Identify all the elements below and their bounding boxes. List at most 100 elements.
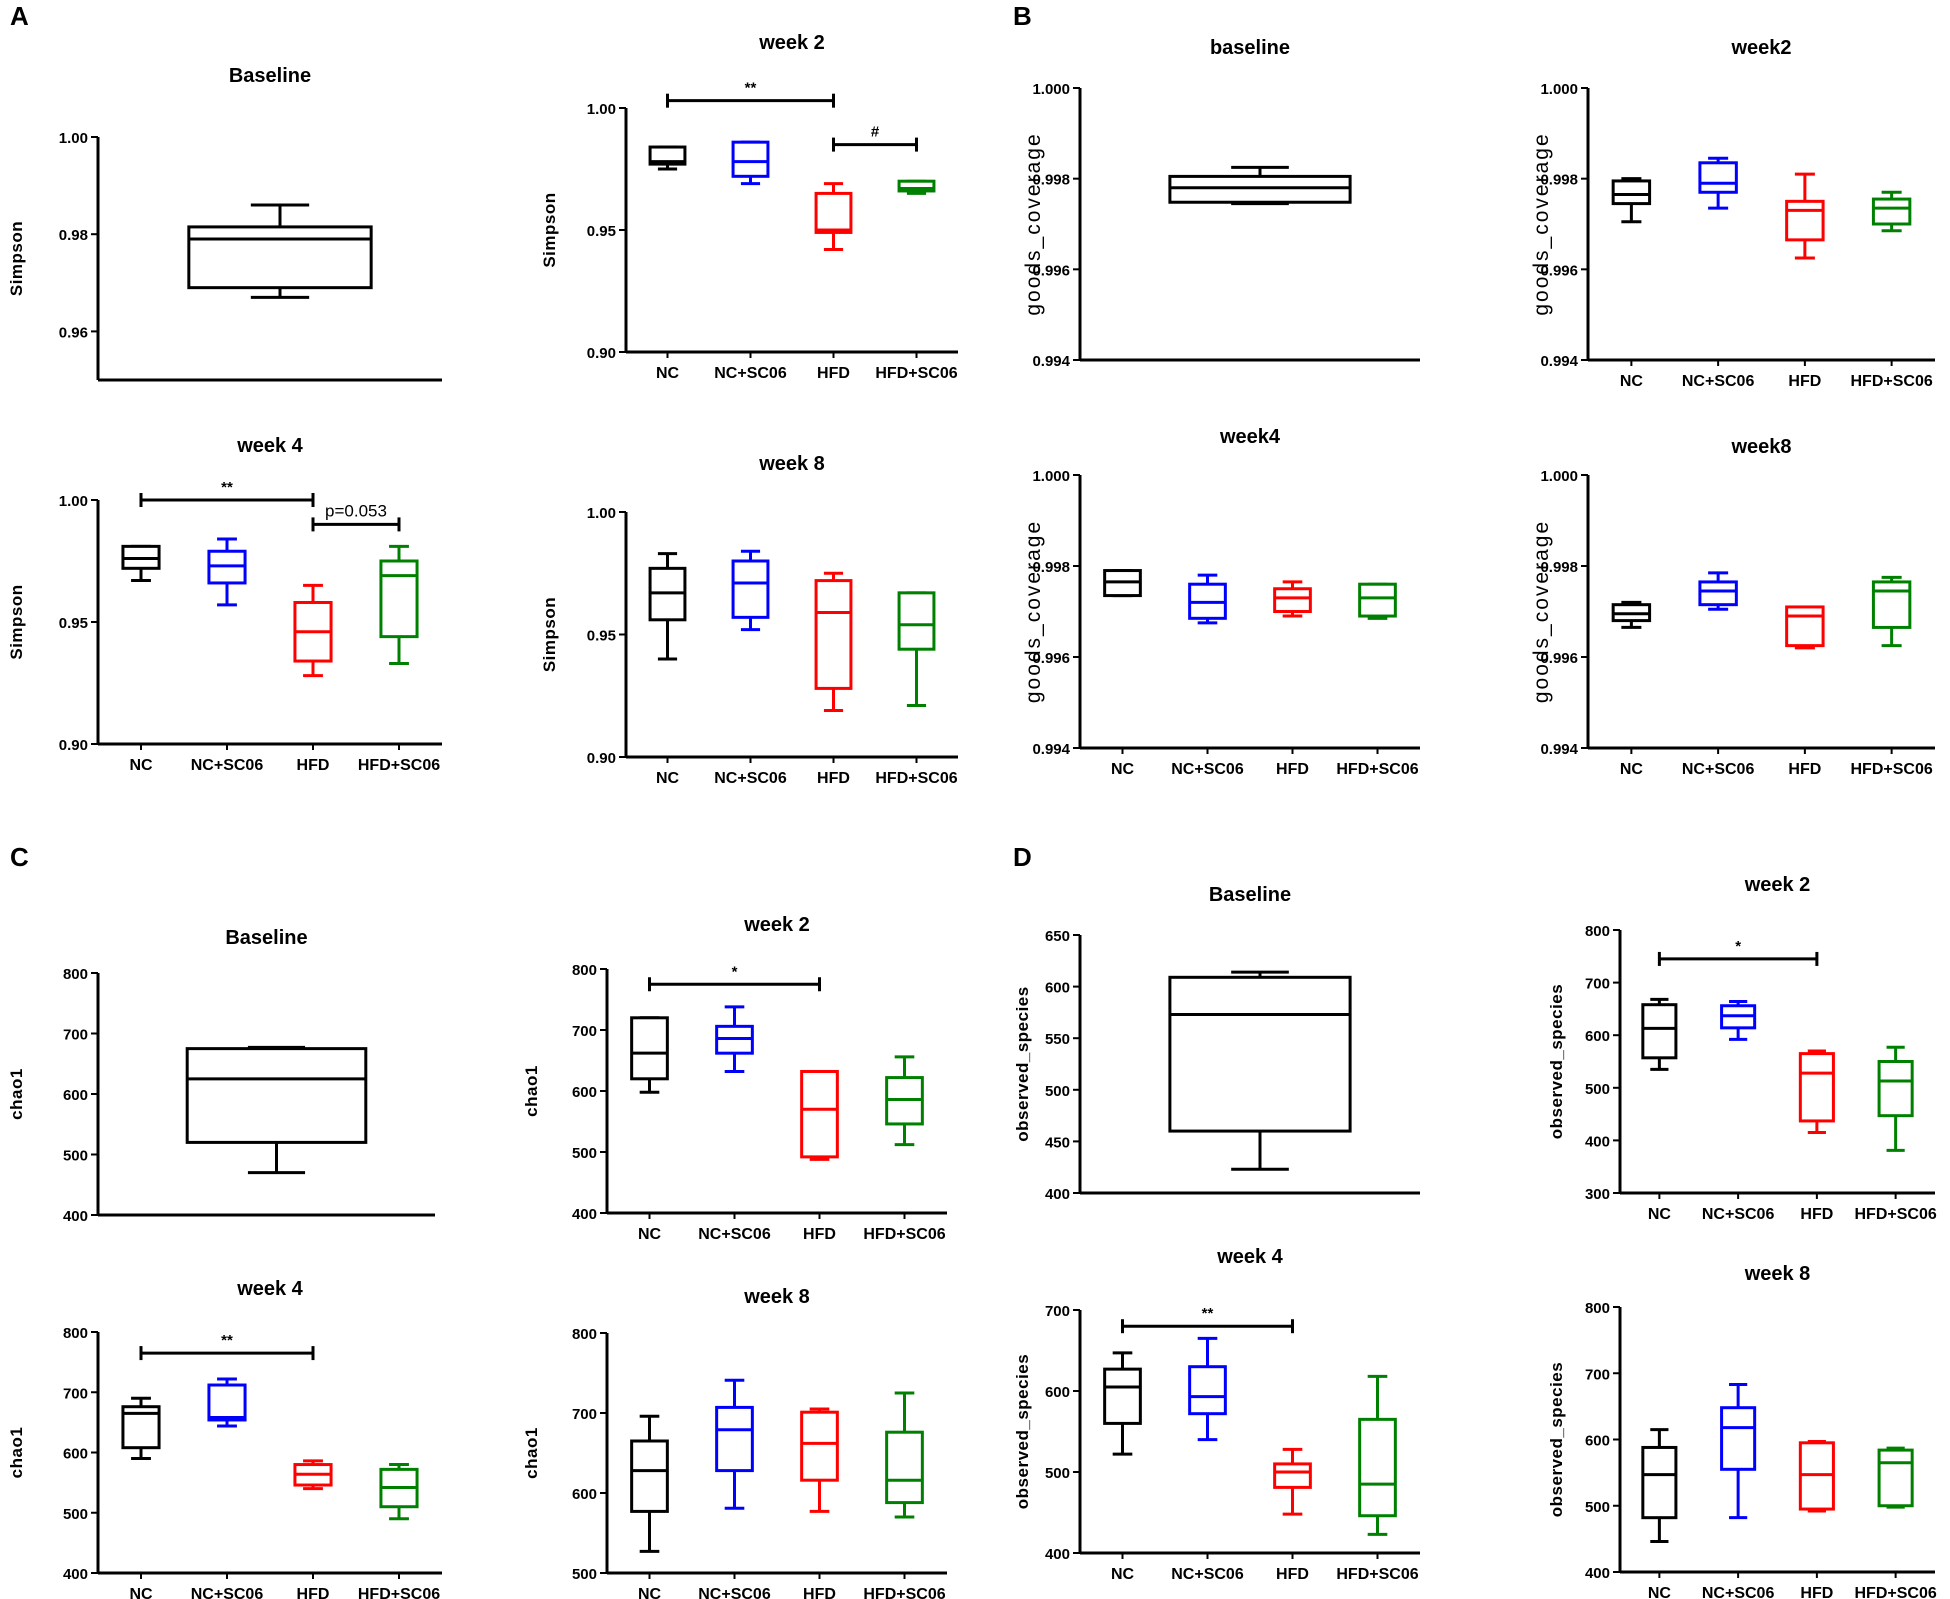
chart-a-week-2-xtick-hfd-sc06: HFD+SC06 [875,365,957,382]
chart-b-week4-box-nc [1103,569,1142,598]
chart-a-week-4-box-nc-sc06 [207,537,247,607]
chart-a-week-8-ytick-label: 0.90 [587,750,616,767]
chart-a-week-2-significance-1: # [832,124,918,152]
chart-a-week-2: week 2 Simpson 0.90 0.95 1.00 NC NC+SC06 HFD HFD… [540,32,958,382]
chart-b-week8-box-nc-sc06-iqr [1698,580,1738,607]
chart-a-week-4-ytick-label: 1.00 [59,493,88,510]
chart-d-week-8-box-hfd [1798,1439,1835,1513]
chart-b-week8-ytick-label: 0.998 [1540,559,1578,576]
chart-d-week-2-sig-label: * [1735,938,1741,955]
chart-d-week-2-ylabel: observed_species [1547,984,1566,1139]
chart-a-week-2-box-hfd-sc06 [897,179,936,195]
chart-c-baseline-ytick-label: 800 [63,966,88,983]
chart-a-week-8-xtick-hfd-sc06: HFD+SC06 [875,770,957,787]
chart-d-baseline-ytick-label: 450 [1045,1134,1070,1151]
chart-a-week-8-box-nc-sc06 [731,549,770,632]
chart-a-week-8-xtick-hfd: HFD [817,770,850,787]
chart-b-week2-ytick-label: 0.996 [1540,262,1578,279]
chart-c-week-4-title: week 4 [236,1278,303,1300]
chart-c-week-4-ytick-label: 600 [63,1446,88,1463]
chart-d-baseline-ytick-label: 400 [1045,1186,1070,1203]
chart-c-week-2-box-nc [630,1016,669,1094]
chart-b-week4-xtick-nc-sc06: NC+SC06 [1171,761,1244,778]
chart-b-baseline-ytick-label: 0.996 [1032,262,1070,279]
chart-c-week-2-xtick-nc: NC [638,1226,662,1243]
chart-c-week-2-box-hfd-sc06 [885,1055,924,1147]
chart-d-week-4-box-nc-sc06 [1188,1336,1227,1442]
chart-a-week-8-box-nc-sc06-iqr [731,559,770,619]
chart-a-week-2-significance-0: ** [666,80,835,108]
panel-label-a: A [10,1,29,31]
chart-b-week4-box-hfd [1273,580,1312,618]
chart-d-baseline-ytick-label: 500 [1045,1083,1070,1100]
chart-c-week-4-ytick-label: 500 [63,1506,88,1523]
chart-d-week-8-box-nc [1641,1428,1678,1544]
chart-a-week-2-ytick-label: 1.00 [587,101,616,118]
chart-b-week4-xtick-nc: NC [1111,761,1135,778]
chart-a-week-4-box-hfd [293,583,333,678]
chart-d-week-8-box-hfd-sc06-iqr [1877,1448,1914,1508]
chart-a-week-2-sig-label: ** [745,80,757,97]
chart-b-week8-xtick-hfd: HFD [1788,761,1821,778]
chart-a-week-4-sig-label: p=0.053 [325,501,387,520]
chart-b-week2-box-nc-sc06-iqr [1698,161,1738,194]
chart-a-week-4-xtick-nc: NC [129,757,153,774]
chart-b-week4-ylabel: goods_coverage [1022,520,1045,703]
chart-c-week-2-box-nc-iqr [630,1016,669,1081]
chart-b-baseline-ytick-label: 0.994 [1032,353,1070,370]
chart-b-baseline-box-all-iqr [1168,174,1352,204]
chart-d-week-4-box-hfd-iqr [1273,1462,1312,1489]
chart-d-baseline-ylabel: observed_species [1013,986,1032,1141]
chart-c-baseline: Baseline chao1 400 500 600 700 800 [7,927,435,1225]
chart-c-week-8-ytick-label: 600 [572,1486,597,1503]
chart-c-week-4-ytick-label: 700 [63,1385,88,1402]
chart-d-week-2-xtick-hfd-sc06: HFD+SC06 [1855,1206,1937,1223]
chart-d-week-2-ytick-label: 600 [1585,1028,1610,1045]
chart-b-week2-box-nc-sc06 [1698,156,1738,210]
chart-d-week-2-title: week 2 [1744,874,1811,896]
chart-b-week2-xtick-hfd-sc06: HFD+SC06 [1851,373,1933,390]
chart-d-week-2-xtick-nc: NC [1648,1206,1672,1223]
chart-b-week8-ytick-label: 1.000 [1540,468,1578,485]
chart-b-week2-ytick-label: 1.000 [1540,81,1578,98]
chart-c-week-2-ytick-label: 700 [572,1023,597,1040]
chart-d-week-8-box-nc-sc06-iqr [1720,1406,1757,1471]
chart-a-week-2-box-nc [648,145,687,171]
chart-c-week-4-xtick-hfd: HFD [297,1586,330,1599]
chart-c-week-4-significance-0: ** [139,1332,315,1361]
chart-b-week8-box-hfd-iqr [1785,605,1825,648]
chart-b-week8-title: week8 [1730,436,1791,458]
chart-a-baseline-ytick-label: 0.98 [59,227,88,244]
chart-b-week8-box-hfd-sc06 [1871,575,1912,648]
chart-a-week-8-ytick-label: 1.00 [587,505,616,522]
chart-a-week-4-sig-label: ** [221,479,233,496]
chart-b-baseline: baseline goods_coverage 0.994 0.996 0.998 1.0… [1022,37,1420,370]
chart-b-baseline-ytick-label: 1.000 [1032,81,1070,98]
chart-a-week-4-ytick-label: 0.90 [59,737,88,754]
chart-d-week-4-significance-0: ** [1121,1305,1294,1334]
panel-label-c: C [10,842,29,872]
chart-b-week2-xtick-hfd: HFD [1788,373,1821,390]
chart-a-week-2-sig-label: # [871,124,880,141]
chart-a-baseline-ylabel: Simpson [7,221,26,296]
chart-b-week4-xtick-hfd-sc06: HFD+SC06 [1336,761,1418,778]
chart-b-week4-ytick-label: 1.000 [1032,468,1070,485]
chart-d-week-4-box-nc [1103,1351,1142,1456]
chart-d-week-8-ytick-label: 800 [1585,1300,1610,1317]
chart-a-week-4-significance-0: ** [139,479,315,507]
chart-b-week4-ytick-label: 0.994 [1032,741,1070,758]
chart-d-week-2-xtick-hfd: HFD [1800,1206,1833,1223]
chart-c-week-8-ytick-label: 800 [572,1326,597,1343]
chart-b-week8-box-hfd [1785,605,1825,650]
chart-b-week2-box-hfd-sc06-iqr [1871,197,1912,226]
chart-a-week-2-title: week 2 [758,32,825,54]
chart-a-baseline-ytick-label: 0.96 [59,324,88,341]
chart-a-week-2-box-nc-iqr [648,145,687,166]
chart-a-week-2-box-nc-sc06 [731,140,770,186]
chart-d-baseline: Baseline observed_species 400 450 500 550 600 6… [1013,884,1420,1203]
chart-d-week-8-box-hfd-sc06 [1877,1446,1914,1509]
chart-c-week-4-xtick-nc: NC [129,1586,153,1599]
chart-b-week4-box-nc-sc06 [1188,573,1227,625]
chart-d-baseline-box-all-iqr [1168,975,1352,1133]
chart-c-week-8-box-hfd-sc06-iqr [885,1430,924,1505]
